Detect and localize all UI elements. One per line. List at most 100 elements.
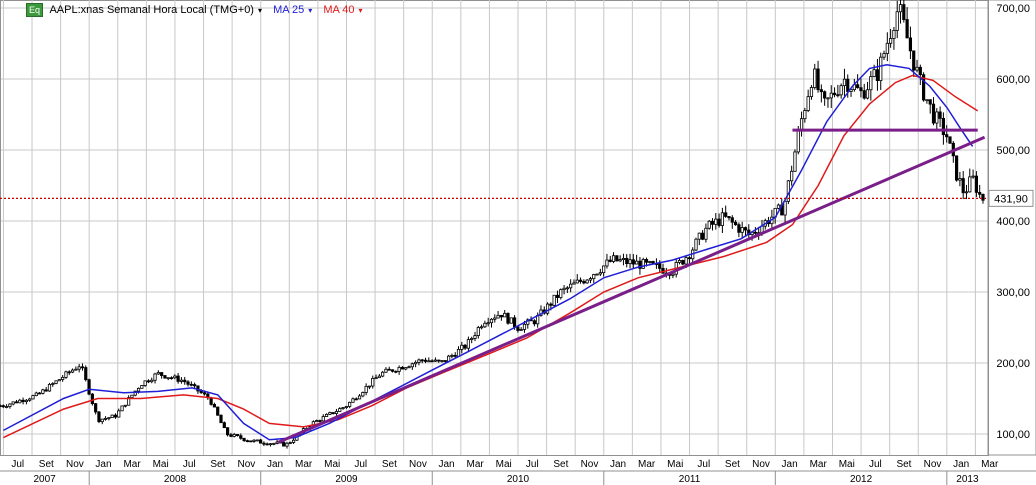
chevron-down-icon[interactable]: ▾ bbox=[308, 6, 313, 15]
ma25-legend[interactable]: MA 25 ▾ bbox=[273, 4, 316, 16]
chart-legend: Eq AAPL:xnas Semanal Hora Local (TMG+0) ▾… bbox=[26, 3, 371, 17]
x-month-label: Jul bbox=[11, 459, 24, 470]
ma40-legend[interactable]: MA 40 ▾ bbox=[323, 4, 366, 16]
candle-body bbox=[440, 360, 444, 362]
candle-body bbox=[922, 74, 926, 101]
candle-body bbox=[268, 443, 273, 446]
candle-body bbox=[252, 439, 256, 442]
candles bbox=[0, 0, 985, 449]
candle-body bbox=[97, 411, 101, 423]
x-month-label: Jul bbox=[183, 459, 196, 470]
x-month-label: Mar bbox=[981, 459, 999, 470]
candle-body bbox=[658, 263, 662, 269]
candle-body bbox=[931, 103, 936, 124]
candle-body bbox=[869, 76, 873, 91]
candle-body bbox=[615, 255, 619, 262]
candle-body bbox=[522, 323, 527, 330]
candle-body bbox=[28, 398, 32, 401]
last-price-box bbox=[988, 189, 1034, 207]
y-tick-label: 600,00 bbox=[996, 74, 1030, 86]
candle-body bbox=[572, 282, 576, 285]
candle-body bbox=[226, 427, 230, 436]
candle-body bbox=[790, 170, 794, 182]
candle-body bbox=[127, 397, 131, 406]
candle-body bbox=[902, 4, 906, 20]
candle-body bbox=[318, 420, 322, 422]
candle-body bbox=[460, 344, 464, 350]
x-month-label: Mai bbox=[153, 459, 169, 470]
candle-body bbox=[8, 403, 12, 407]
price-axis[interactable]: 700,00 600,00 500,00 400,00 300,00 200,00 100,… bbox=[988, 3, 1034, 441]
candle-body bbox=[443, 360, 447, 362]
candle-body bbox=[710, 220, 715, 225]
candle-body bbox=[351, 398, 355, 403]
candle-body bbox=[753, 231, 757, 234]
candle-body bbox=[216, 406, 220, 416]
time-axis[interactable]: Jul Set Nov Jan Mar Mai Jul Set Nov Jan Mar Mai Jul S… bbox=[0, 459, 1036, 485]
x-month-label: Mar bbox=[123, 459, 141, 470]
candle-body bbox=[94, 403, 98, 413]
candle-body bbox=[212, 403, 217, 408]
candle-body bbox=[684, 257, 688, 265]
candle-body bbox=[222, 422, 226, 429]
candle-body bbox=[509, 317, 513, 324]
x-month-label: Mar bbox=[638, 459, 656, 470]
x-month-label: Jul bbox=[354, 459, 367, 470]
candle-body bbox=[84, 367, 88, 381]
x-month-label: Set bbox=[553, 459, 568, 470]
x-month-label: Mai bbox=[324, 459, 340, 470]
x-month-label: Jan bbox=[953, 459, 969, 470]
candle-body bbox=[258, 439, 263, 444]
candle-body bbox=[242, 437, 246, 442]
candle-body bbox=[954, 155, 959, 181]
candle-body bbox=[61, 376, 65, 380]
candle-body bbox=[153, 373, 157, 381]
candle-body bbox=[704, 227, 708, 240]
candle-body bbox=[859, 87, 863, 92]
candle-body bbox=[717, 218, 721, 226]
candle-body bbox=[44, 389, 48, 392]
candle-body bbox=[77, 366, 81, 370]
instrument-text: AAPL:xnas Semanal Hora Local (TMG+0) bbox=[49, 4, 254, 16]
candle-body bbox=[641, 259, 645, 269]
price-axis-border bbox=[987, 0, 1036, 456]
candle-body bbox=[941, 117, 946, 136]
candle-body bbox=[905, 19, 909, 39]
candle-body bbox=[384, 368, 388, 373]
x-month-label: Jan bbox=[95, 459, 111, 470]
chevron-down-icon[interactable]: ▾ bbox=[358, 6, 363, 15]
candle-body bbox=[958, 178, 962, 181]
chevron-down-icon[interactable]: ▾ bbox=[257, 6, 262, 15]
candle-body bbox=[400, 366, 405, 370]
x-month-label: Set bbox=[210, 459, 225, 470]
y-tick-label: 100,00 bbox=[996, 429, 1030, 441]
candle-body bbox=[730, 217, 734, 223]
candle-body bbox=[796, 130, 800, 153]
candle-body bbox=[743, 227, 748, 231]
candle-body bbox=[836, 94, 840, 97]
x-month-label: Mai bbox=[667, 459, 683, 470]
x-month-label: Mar bbox=[295, 459, 313, 470]
candle-body bbox=[701, 232, 705, 240]
candle-body bbox=[552, 294, 556, 306]
x-year-label: 2007 bbox=[33, 474, 56, 485]
candle-body bbox=[338, 408, 342, 412]
x-month-label: Mar bbox=[810, 459, 828, 470]
x-month-label: Jul bbox=[869, 459, 882, 470]
candle-body bbox=[545, 303, 550, 314]
instrument-label[interactable]: AAPL:xnas Semanal Hora Local (TMG+0) ▾ bbox=[49, 4, 266, 16]
candle-body bbox=[37, 392, 42, 395]
candle-body bbox=[555, 294, 560, 298]
x-month-label: Nov bbox=[238, 459, 256, 470]
candle-body bbox=[503, 312, 507, 318]
candle-body bbox=[875, 69, 880, 82]
x-month-label: Mar bbox=[467, 459, 485, 470]
candle-body bbox=[1, 405, 5, 408]
candle-body bbox=[420, 359, 424, 362]
y-tick-label: 200,00 bbox=[996, 358, 1030, 370]
x-year-label: 2011 bbox=[679, 474, 701, 485]
candle-body bbox=[783, 200, 787, 216]
y-tick-label: 300,00 bbox=[996, 287, 1030, 299]
candle-body bbox=[532, 320, 536, 325]
